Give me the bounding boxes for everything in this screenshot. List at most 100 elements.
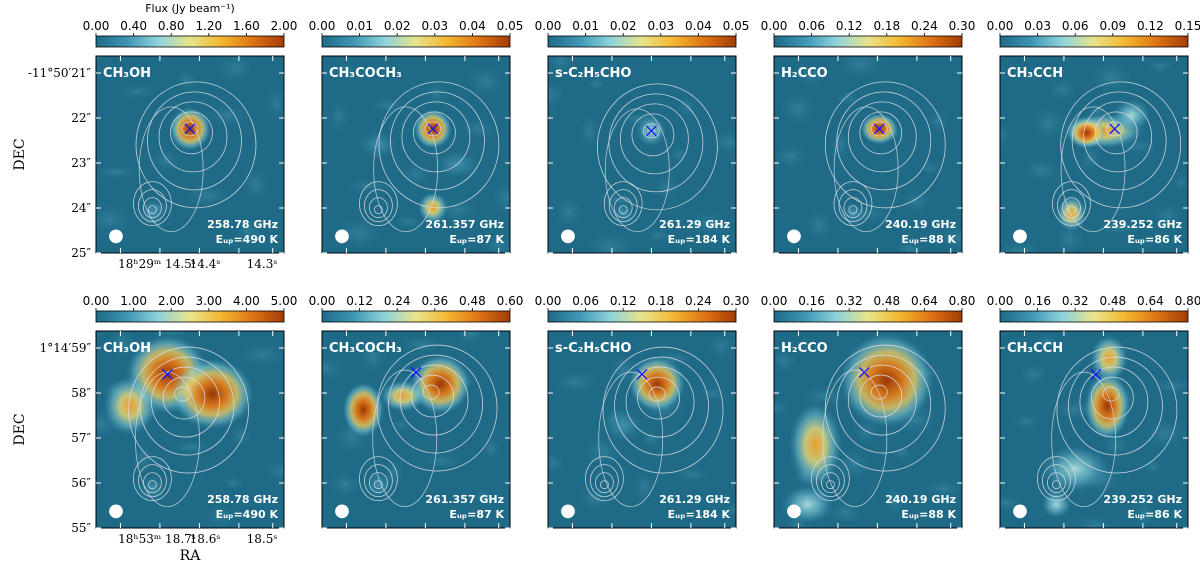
emission-noise [652,176,681,199]
contour-line [151,366,220,438]
emission-noise [1012,414,1041,429]
emission-noise [774,145,809,168]
emission-noise [234,220,263,243]
colorbar-tick-label: 0.03 [1024,19,1051,33]
map-panel: ● CH₃OH 258.78 GHz Eᵤₚ=490 K [95,330,285,529]
emission-noise [710,131,736,154]
contour-line [590,464,619,498]
eup-label: Eᵤₚ=88 K [901,233,956,246]
contour-line [399,364,469,436]
contour-line [595,472,614,494]
emission-noise [554,196,583,227]
colorbar-tick-label: 0.00 [535,294,562,308]
emission-noise [119,84,156,99]
contour-line [174,386,191,402]
emission-noise [548,56,576,73]
emission-noise [241,169,270,200]
emission-noise [588,232,633,253]
contour-line [1057,189,1086,223]
emission-noise [402,163,430,186]
contour-line [413,111,456,155]
emission-noise [484,234,510,253]
emission-blob [171,358,254,430]
frequency-label: 240.19 GHz [885,493,956,506]
emission-blob [628,356,686,412]
map-panel: ● CH₃COCH₃ 261.357 GHz Eᵤₚ=87 K [321,55,511,254]
emission-noise [1088,62,1133,93]
contour-line [1106,121,1124,137]
colorbar-gradient [999,310,1189,323]
emission-noise [209,104,246,127]
position-marker [1109,123,1121,135]
molecule-label: CH₃CCH [1007,66,1063,81]
panel-frame [95,55,285,254]
xtick-label: 18ʰ53ᵐ 18.7ˢ [118,532,196,546]
map-panel: ● CH₃OH 258.78 GHz Eᵤₚ=490 K [95,55,285,254]
emission-noise [774,400,790,415]
beam-ellipse: ● [108,225,124,246]
map-panel: ● s-C₂H₅CHO 261.29 GHz Eᵤₚ=184 K [547,330,737,529]
xtick-label: 18ʰ29ᵐ 14.5ˢ [118,257,196,271]
emission-noise [184,184,229,207]
ytick-label: 57″ [71,431,91,445]
emission-noise [337,218,382,249]
emission-noise [805,210,834,241]
beam-ellipse: ● [1012,225,1028,246]
emission-noise [1142,459,1163,474]
map-panel: ● CH₃COCH₃ 261.357 GHz Eᵤₚ=87 K [321,330,511,529]
emission-noise [230,424,251,447]
xaxis-label: RA [180,548,202,564]
contour-line [1047,472,1066,494]
molecule-label: H₂CCO [781,341,828,356]
colorbar-tick-label: 0.30 [723,294,750,308]
panel-frame [321,55,511,254]
emission-noise [467,66,504,97]
eup-label: Eᵤₚ=86 K [1127,233,1182,246]
contour-line [158,101,228,173]
contour-line [836,354,932,454]
position-marker [645,125,657,137]
contour-line [411,374,454,418]
contour-line [1051,371,1117,508]
emission-noise [584,436,621,467]
map-panel: ● H₂CCO 240.19 GHz Eᵤₚ=88 K [773,55,963,254]
contour-line [625,366,695,438]
beam-ellipse: ● [108,500,124,521]
contour-line [373,480,383,490]
contour-line [631,113,675,157]
emission-blob [410,354,471,414]
contour-line [181,121,199,137]
beam-ellipse: ● [334,500,350,521]
emission-blob [359,130,398,159]
colorbar-tick-label: 0.12 [1137,19,1164,33]
colorbar-tick-label: 0.16 [1024,294,1051,308]
emission-blob [781,484,835,525]
contour-line [1067,205,1076,215]
panel-frame [773,55,963,254]
emission-noise [358,341,387,372]
molecule-label: CH₃COCH₃ [329,66,402,81]
map-panel: ● CH₃CCH 239.252 GHz Eᵤₚ=86 K [999,55,1189,254]
position-marker [636,368,648,380]
xtick-label: 18.6ˢ [190,532,221,546]
colorbar-tick-label: 0.00 [83,294,110,308]
contour-line [598,371,664,508]
colorbar: 0.00 1.00 2.00 3.00 4.00 5.00 [83,294,297,323]
contours [358,81,500,233]
contour-line [363,189,393,223]
contour-line [132,181,172,227]
colorbar-tick-label: 0.05 [723,19,750,33]
contour-line [373,205,383,215]
contour-line [811,456,850,502]
colorbar: 0.00 0.06 0.12 0.18 0.24 0.30 [761,19,975,48]
eup-label: Eᵤₚ=490 K [216,508,279,521]
contour-line [170,111,213,155]
xtick-label: 14.4ˢ [190,257,221,271]
contour-line [378,81,500,209]
emission-noise [1055,224,1084,253]
position-marker [427,123,439,135]
emission-noise [774,349,798,372]
colorbar-tick-label: 0.00 [987,19,1014,33]
contour-line [833,181,873,227]
contour-line [135,371,200,508]
